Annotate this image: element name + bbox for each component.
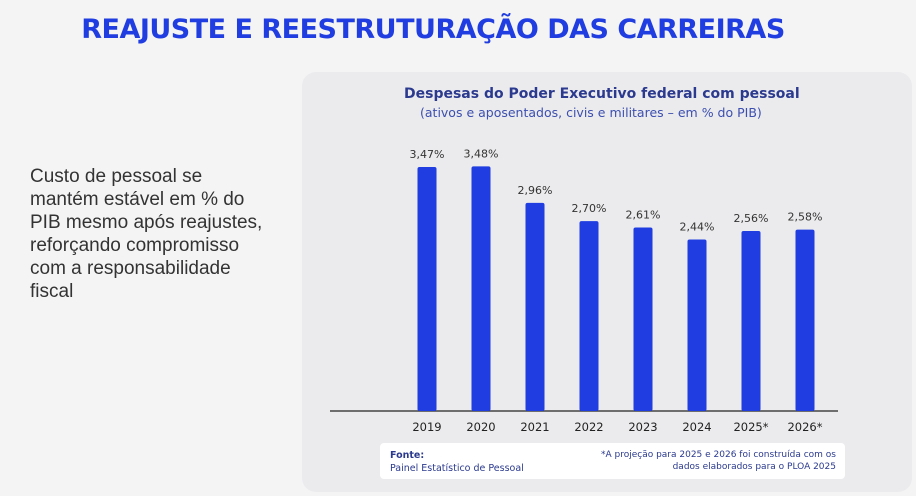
data-label-2023: 2,61% (626, 208, 661, 221)
slide-title: REAJUSTE E REESTRUTURAÇÃO DAS CARREIRAS (81, 14, 785, 45)
bar-2026* (795, 229, 815, 411)
bar-2024 (687, 239, 707, 411)
bar-2019 (417, 167, 437, 411)
chart-subtitle: (ativos e aposentados, civis e militares… (420, 105, 762, 120)
x-tick-2021: 2021 (520, 420, 549, 434)
bar-2025* (741, 231, 761, 411)
chart-title: Despesas do Poder Executivo federal com … (404, 86, 800, 102)
data-label-2024: 2,44% (680, 220, 715, 233)
data-label-2026*: 2,58% (788, 211, 823, 224)
x-tick-2019: 2019 (412, 420, 441, 434)
data-label-2019: 3,47% (410, 148, 445, 161)
bar-2023 (633, 227, 653, 411)
data-label-2020: 3,48% (464, 147, 499, 160)
x-tick-2026*: 2026* (787, 420, 822, 434)
x-tick-2023: 2023 (628, 420, 657, 434)
x-tick-2025*: 2025* (733, 420, 768, 434)
bar-2020 (471, 166, 491, 411)
data-label-2025*: 2,56% (734, 212, 769, 225)
x-tick-2020: 2020 (466, 420, 495, 434)
bar-2022 (579, 221, 599, 411)
data-label-2022: 2,70% (572, 202, 607, 215)
data-label-2021: 2,96% (518, 184, 553, 197)
x-tick-2024: 2024 (682, 420, 711, 434)
source-name: Painel Estatístico de Pessoal (390, 463, 524, 474)
source-title: Fonte: (390, 450, 425, 461)
projection-note: *A projeção para 2025 e 2026 foi constru… (600, 450, 836, 472)
source-box (380, 443, 845, 479)
side-text: Custo de pessoal se mantém estável em % … (30, 166, 263, 302)
x-tick-2022: 2022 (574, 420, 603, 434)
bar-2021 (525, 202, 545, 411)
